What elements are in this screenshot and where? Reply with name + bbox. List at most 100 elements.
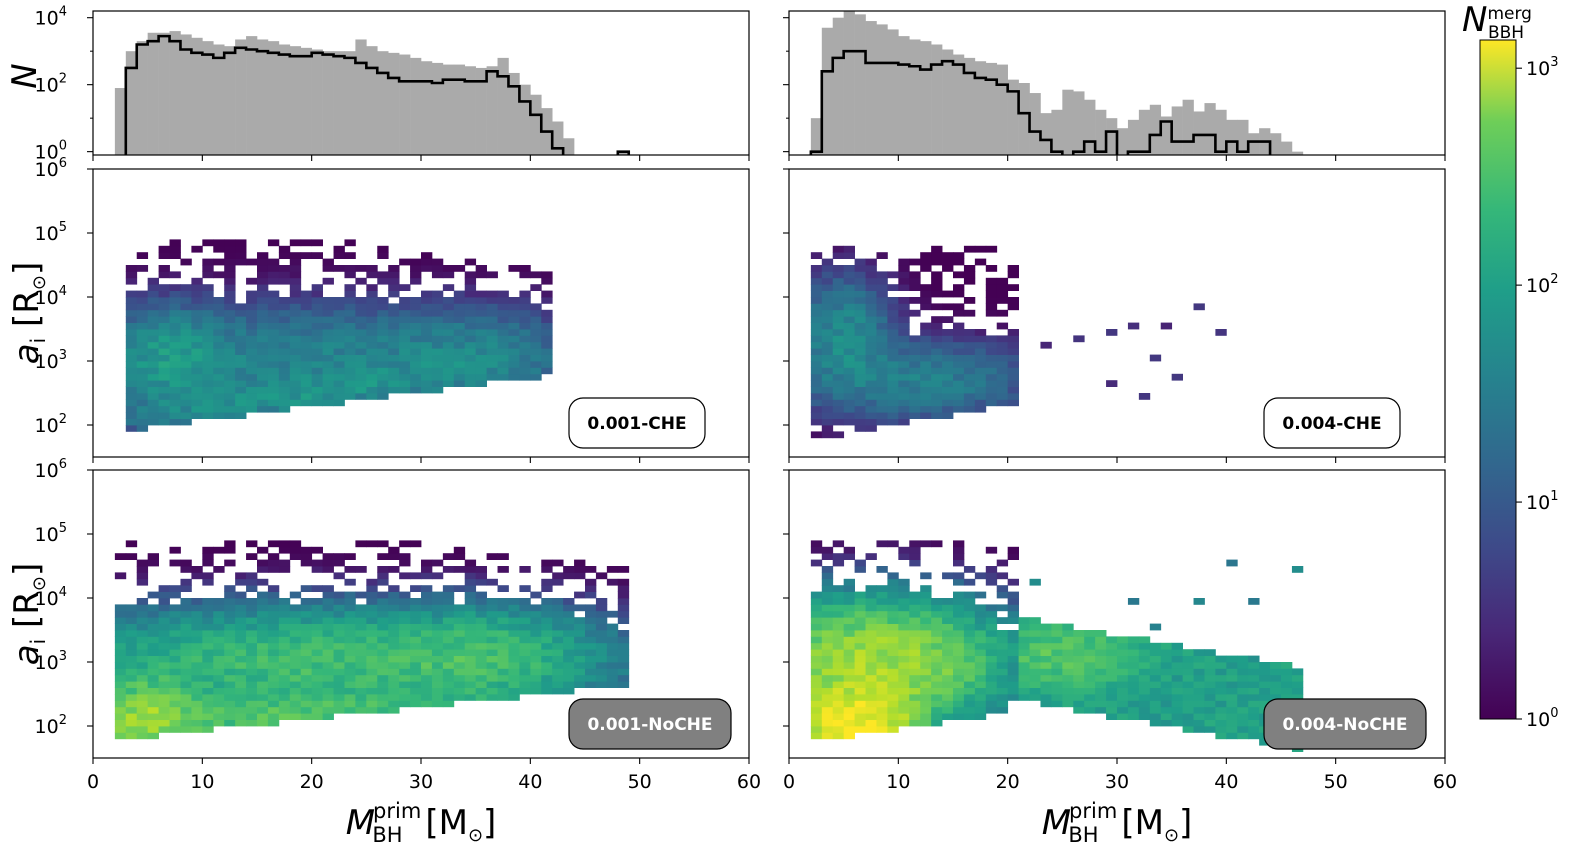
heatmap-cell <box>180 309 192 317</box>
heatmap-cell <box>843 546 855 554</box>
heatmap-cell <box>843 303 855 311</box>
heatmap-cell <box>953 540 965 548</box>
heatmap-cell <box>1259 674 1271 682</box>
heatmap-cell <box>1237 681 1249 688</box>
heatmap-cell <box>366 655 378 663</box>
heatmap-cell <box>552 662 564 669</box>
heatmap-cell <box>464 604 477 612</box>
heatmap-cell <box>311 303 323 311</box>
heatmap-cell <box>854 630 866 637</box>
heatmap-cell <box>278 297 291 304</box>
heatmap-cell <box>909 386 921 394</box>
heatmap-cell <box>158 252 170 259</box>
heatmap-cell <box>344 329 356 336</box>
heatmap-cell <box>202 341 214 349</box>
heatmap-cell <box>541 630 553 637</box>
heatmap-cell <box>202 610 214 618</box>
heatmap-cell <box>843 719 855 727</box>
heatmap-cell <box>985 303 998 311</box>
heatmap-cell <box>1291 674 1304 682</box>
heatmap-cell <box>920 373 932 381</box>
heatmap-cell <box>909 636 921 644</box>
heatmap-cell <box>1204 713 1216 720</box>
heatmap-cell <box>322 668 334 676</box>
heatmap-cell <box>832 706 845 714</box>
heatmap-cell <box>1018 681 1030 688</box>
heatmap-cell <box>1029 617 1041 624</box>
heatmap-cell <box>355 373 367 381</box>
heatmap-cell <box>311 674 323 682</box>
heatmap-cell <box>257 642 269 650</box>
heatmap-cell <box>388 662 400 669</box>
ylabel-main: a <box>7 644 47 665</box>
heatmap-cell <box>1281 662 1293 669</box>
heatmap-cell <box>158 297 170 304</box>
heatmap-cell <box>235 694 247 701</box>
heatmap-cell <box>909 297 921 304</box>
heatmap-cell <box>257 546 269 554</box>
heatmap-cell <box>136 649 149 656</box>
heatmap-cell <box>224 636 236 644</box>
heatmap-cell <box>563 649 575 656</box>
heatmap-cell <box>1226 662 1238 669</box>
heatmap-cell <box>832 553 845 560</box>
heatmap-cell <box>508 687 520 695</box>
heatmap-cell <box>147 591 159 599</box>
xlabel-sub: BH <box>1068 823 1098 847</box>
heatmap-cell <box>267 297 280 304</box>
heatmap-cell <box>136 290 149 298</box>
heatmap-cell <box>585 674 597 682</box>
heatmap-cell <box>832 290 845 298</box>
heatmap-cell <box>1259 738 1271 746</box>
heatmap-cell <box>508 610 520 618</box>
heatmap-cell <box>311 367 323 375</box>
heatmap-cell <box>942 412 954 419</box>
heatmap-cell <box>1018 642 1030 650</box>
heatmap-cell <box>267 290 280 298</box>
heatmap-cell <box>887 591 899 599</box>
heatmap-cell <box>202 674 214 682</box>
heatmap-cell <box>876 309 888 317</box>
heatmap-cell <box>898 585 910 592</box>
heatmap-cell <box>1248 655 1260 663</box>
heatmap-cell <box>876 354 888 362</box>
heatmap-cell <box>974 258 987 266</box>
badge-0-001-che: 0.001-CHE <box>568 397 706 449</box>
heatmap-cell <box>931 642 943 650</box>
heatmap-cell <box>377 623 389 631</box>
heatmap-cell <box>213 373 225 381</box>
heatmap-cell <box>464 610 477 618</box>
heatmap-cell <box>486 610 498 618</box>
heatmap-cell <box>854 322 866 330</box>
heatmap-cell <box>931 290 943 298</box>
heatmap-cell <box>563 617 575 624</box>
heatmap-cell <box>475 322 487 330</box>
heatmap-cell <box>909 623 921 631</box>
heatmap-cell <box>388 322 400 330</box>
heatmap-cell <box>898 258 910 266</box>
heatmap-cell <box>519 373 531 381</box>
heatmap-cell <box>832 732 845 740</box>
heatmap-cell <box>843 386 855 394</box>
heatmap-cell <box>125 373 138 381</box>
heatmap-cell <box>464 380 477 387</box>
heatmap-cell <box>887 687 899 695</box>
heatmap-cell <box>1095 668 1107 676</box>
heatmap-cell <box>158 265 170 272</box>
heatmap-cell <box>289 662 302 669</box>
heatmap-cell <box>876 329 888 336</box>
heatmap-cell <box>311 700 323 708</box>
heatmap-cell <box>114 706 127 714</box>
heatmap-cell <box>169 604 181 612</box>
heatmap-cell <box>1073 674 1085 682</box>
heatmap-cell <box>585 617 597 624</box>
heatmap-cell <box>486 373 498 381</box>
heatmap-cell <box>898 668 910 676</box>
heatmap-cell <box>1171 719 1183 727</box>
heatmap-cell <box>169 271 181 279</box>
heatmap-cell <box>1029 642 1041 650</box>
heatmap-cell <box>442 367 455 375</box>
heatmap-cell <box>366 674 378 682</box>
heatmap-cell <box>158 610 170 618</box>
heatmap-cell <box>876 610 888 618</box>
